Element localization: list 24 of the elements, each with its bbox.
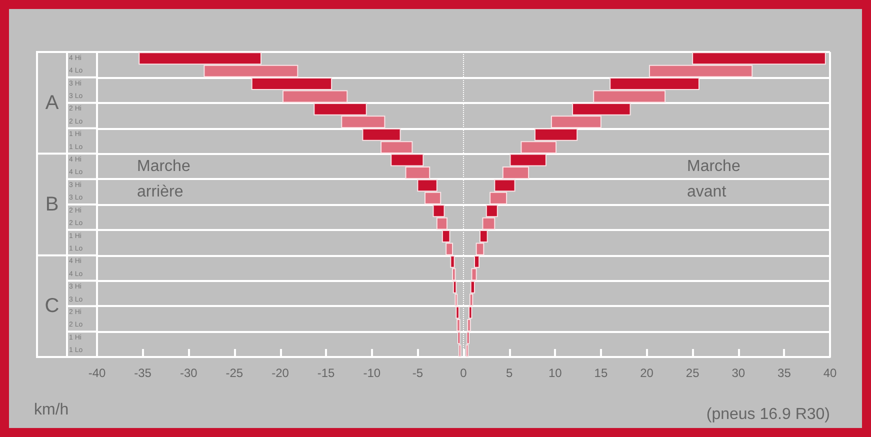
x-tick-label: 40 bbox=[823, 366, 837, 380]
x-tick-label: -10 bbox=[363, 366, 381, 380]
x-tick-label: 35 bbox=[778, 366, 792, 380]
x-tick-label: -5 bbox=[412, 366, 424, 380]
x-tick-label: 15 bbox=[594, 366, 608, 380]
text: B bbox=[45, 194, 59, 216]
x-axis-title: km/h bbox=[34, 402, 69, 418]
x-tick-label: 25 bbox=[686, 366, 700, 380]
x-tick-label: 5 bbox=[506, 366, 513, 380]
x-tick-label: -40 bbox=[88, 366, 106, 380]
x-tick-label: -15 bbox=[317, 366, 336, 380]
annotation: Marche avant bbox=[687, 158, 740, 200]
annotation: Marche arrière bbox=[137, 158, 190, 200]
text: (pneus 16.9 R30) bbox=[706, 406, 830, 424]
x-tick-label: -25 bbox=[226, 366, 244, 380]
text: A bbox=[45, 92, 60, 114]
x-tick-label: 30 bbox=[732, 366, 746, 380]
text: C bbox=[44, 295, 60, 318]
x-tick-label: 10 bbox=[548, 366, 562, 380]
x-tick-label: -20 bbox=[272, 366, 290, 380]
x-tick-label: 0 bbox=[460, 366, 468, 380]
x-tick-label: -35 bbox=[134, 366, 152, 380]
x-tick-label: -30 bbox=[180, 366, 198, 380]
x-tick-label: 20 bbox=[640, 366, 654, 380]
